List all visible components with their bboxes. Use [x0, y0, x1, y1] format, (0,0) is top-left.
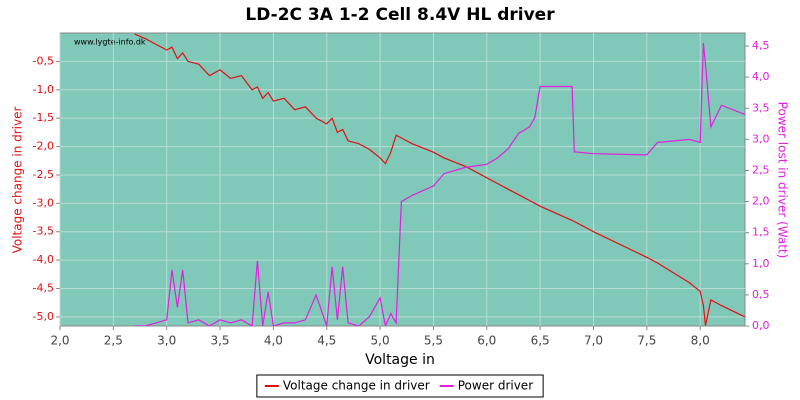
- y2-tick-label: 2,0: [752, 195, 770, 208]
- y-tick-label: -4,0: [33, 253, 54, 266]
- y2-axis-label: Power lost in driver (Watt): [776, 102, 790, 259]
- y2-tick-label: 1,0: [752, 257, 770, 270]
- y2-tick-label: 0,5: [752, 288, 770, 301]
- y-tick-label: -4,5: [33, 282, 54, 295]
- chart-title: LD-2C 3A 1-2 Cell 8.4V HL driver: [245, 5, 555, 25]
- x-tick-label: 2,0: [50, 334, 69, 348]
- y2-tick-label: 2,5: [752, 163, 770, 176]
- x-tick-label: 5,5: [424, 334, 443, 348]
- x-axis-label: Voltage in: [365, 352, 435, 368]
- y2-tick-label: 3,5: [752, 101, 770, 114]
- y-tick-label: -2,5: [33, 168, 54, 181]
- y-tick-label: -1,0: [33, 83, 54, 96]
- legend-label: Power driver: [458, 379, 533, 393]
- plot-area: [59, 32, 746, 327]
- series-group: [134, 33, 745, 326]
- legend: Voltage change in driver Power driver: [256, 374, 544, 398]
- y2-tick-label: 4,0: [752, 70, 770, 83]
- data-line: [134, 33, 745, 326]
- y-axis-label: Voltage change in driver: [11, 107, 25, 254]
- y-tick-label: -5,0: [33, 310, 54, 323]
- y2-tick-label: 1,5: [752, 226, 770, 239]
- y2-tick-label: 4,5: [752, 39, 770, 52]
- legend-label: Voltage change in driver: [283, 379, 430, 393]
- x-tick-label: 7,5: [637, 334, 656, 348]
- x-tick-label: 3,0: [157, 334, 176, 348]
- y-tick-label: -2,0: [33, 140, 54, 153]
- data-line: [134, 42, 745, 326]
- legend-box: [256, 374, 544, 398]
- x-tick-label: 6,5: [531, 334, 550, 348]
- x-tick-label: 7,0: [584, 334, 603, 348]
- y2-tick-label: 3,0: [752, 132, 770, 145]
- x-tick-label: 2,5: [104, 334, 123, 348]
- y-tick-label: -3,5: [33, 225, 54, 238]
- y-tick-label: -1,5: [33, 111, 54, 124]
- x-tick-label: 5,0: [371, 334, 390, 348]
- x-tick-label: 4,5: [317, 334, 336, 348]
- y2-tick-label: 0,0: [752, 319, 770, 332]
- y-tick-label: -3,0: [33, 196, 54, 209]
- x-tick-label: 3,5: [210, 334, 229, 348]
- x-tick-label: 8,0: [691, 334, 710, 348]
- watermark: www.lygte-info.dk: [74, 38, 146, 47]
- x-tick-label: 4,0: [264, 334, 283, 348]
- x-tick-label: 6,0: [477, 334, 496, 348]
- y-tick-label: -0,5: [33, 54, 54, 67]
